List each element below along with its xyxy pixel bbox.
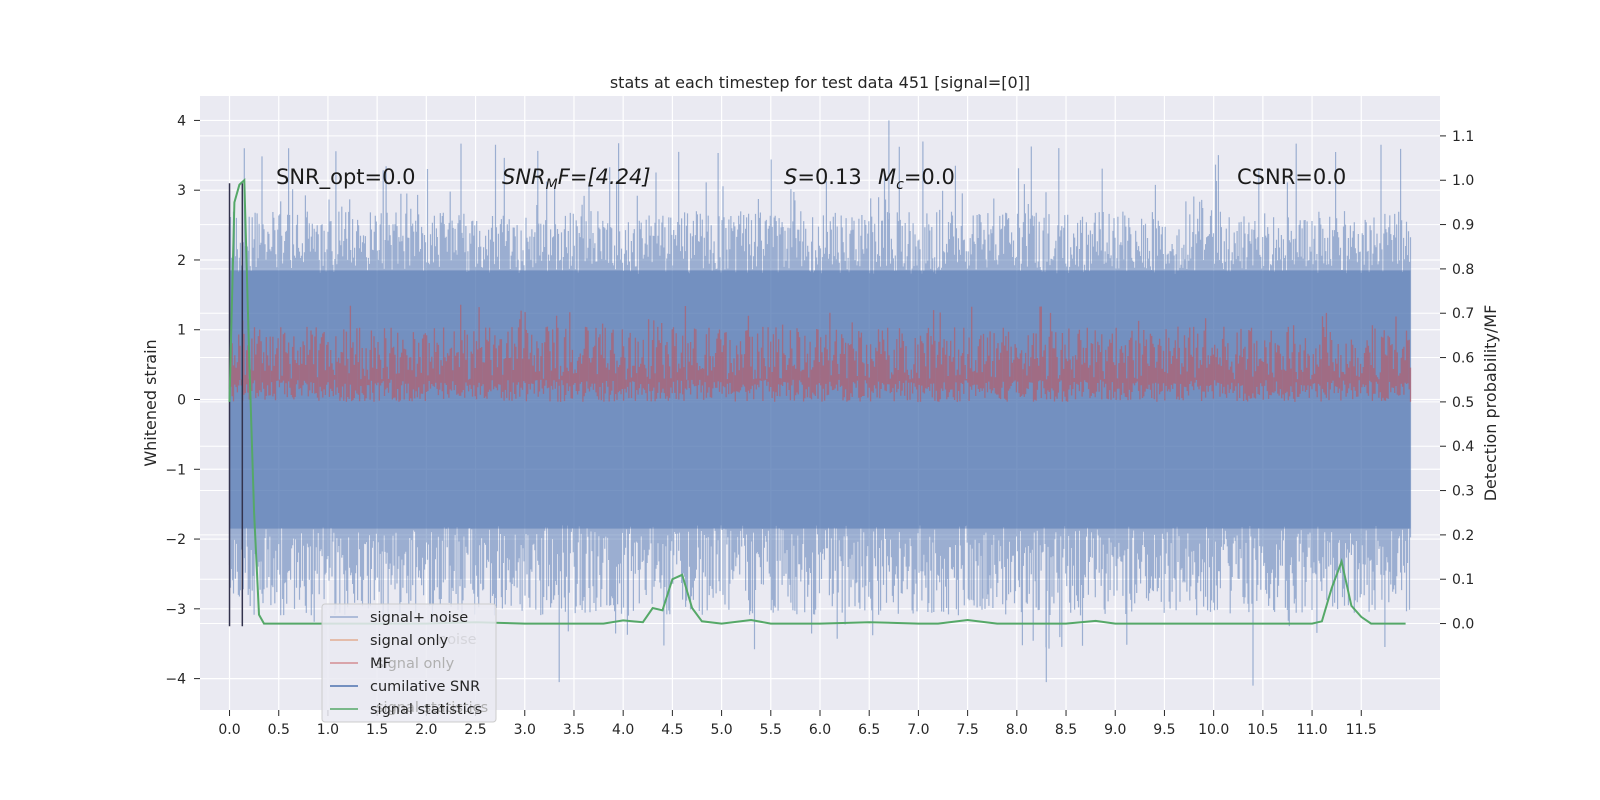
legend-box xyxy=(321,603,497,723)
x-tick-label: 0.5 xyxy=(268,722,290,738)
signal-statistics-series xyxy=(228,177,1406,625)
x-tick-label: 11.0 xyxy=(1296,722,1327,738)
y-left-tick-label: 3 xyxy=(177,183,186,199)
y-right-tick-label: 0.8 xyxy=(1452,262,1474,278)
y-right-tick-label: 0.0 xyxy=(1452,617,1474,633)
annotation-s: S=0.13 xyxy=(784,165,862,189)
y-right-tick-label: 0.3 xyxy=(1452,484,1474,500)
y-right-tick-label: 0.2 xyxy=(1452,528,1474,544)
y-right-tick-label: 1.0 xyxy=(1452,173,1474,189)
x-tick-label: 2.0 xyxy=(415,722,437,738)
x-tick-label: 8.0 xyxy=(1006,722,1028,738)
annotation-snr-opt: SNR_opt=0.0 xyxy=(276,165,416,190)
x-tick-label: 3.5 xyxy=(563,722,585,738)
y-right-tick-label: 0.7 xyxy=(1452,306,1474,322)
x-tick-label: 1.5 xyxy=(366,722,388,738)
signal-statistics-line xyxy=(228,177,1406,625)
annotation-mc: Mc=0.0 xyxy=(878,165,955,193)
x-tick-label: 6.0 xyxy=(809,722,831,738)
legend-label-signal-noise: signal+ noise xyxy=(370,610,468,626)
y-right-tick-label: 1.1 xyxy=(1452,129,1474,145)
annotation-snr-mf: SNRMF=[4.24] xyxy=(502,165,651,193)
legend-label-cumulative-snr: cumilative SNR xyxy=(370,679,480,695)
y-left-tick-label: 0 xyxy=(177,393,186,409)
x-tick-label: 7.5 xyxy=(956,722,978,738)
legend-ghost-signal-only: signal only xyxy=(376,656,455,672)
y-right-tick-label: 0.5 xyxy=(1452,395,1474,411)
y-right-tick-label: 0.4 xyxy=(1452,439,1474,455)
x-tick-label: 6.5 xyxy=(858,722,880,738)
y-left-label: Whitened strain xyxy=(141,339,160,466)
x-tick-label: 2.5 xyxy=(464,722,486,738)
y-right-axis-ticks: 0.0 0.1 0.2 0.3 0.4 0.5 0.6 0.7 0.8 0.9 1.0 1.1 xyxy=(1440,129,1474,633)
x-tick-label: 9.0 xyxy=(1104,722,1126,738)
x-tick-label: 10.5 xyxy=(1247,722,1278,738)
y-left-tick-label: −4 xyxy=(165,672,186,688)
signal-noise-series xyxy=(228,120,1412,686)
legend: noise signal only signal statistics sign… xyxy=(321,603,497,723)
y-left-tick-label: −3 xyxy=(165,602,186,618)
y-right-tick-label: 0.6 xyxy=(1452,351,1474,367)
y-left-axis-ticks: −4 −3 −2 −1 0 1 2 3 4 xyxy=(165,113,200,688)
x-tick-label: 8.5 xyxy=(1055,722,1077,738)
x-tick-label: 11.5 xyxy=(1346,722,1377,738)
y-right-tick-label: 0.1 xyxy=(1452,572,1474,588)
x-tick-label: 5.0 xyxy=(710,722,732,738)
y-right-label: Detection probability/MF xyxy=(1481,305,1500,502)
y-left-tick-label: 2 xyxy=(177,253,186,269)
x-tick-label: 4.5 xyxy=(661,722,683,738)
x-axis-ticks: 0.0 0.5 1.0 1.5 2.0 2.5 3.0 3.5 4.0 4.5 5.0 5.5 6.0 6… xyxy=(218,710,1377,738)
y-left-tick-label: −1 xyxy=(165,462,186,478)
legend-ghost-signal-statistics: signal statistics xyxy=(376,700,488,716)
x-tick-label: 9.5 xyxy=(1153,722,1175,738)
y-left-tick-label: 1 xyxy=(177,323,186,339)
x-tick-label: 5.5 xyxy=(760,722,782,738)
cumulative-snr-series xyxy=(228,183,244,627)
y-left-tick-label: −2 xyxy=(165,532,186,548)
y-left-tick-label: 4 xyxy=(177,113,186,129)
x-tick-label: 7.0 xyxy=(907,722,929,738)
legend-label-mf: MF xyxy=(370,656,391,672)
x-tick-label: 3.0 xyxy=(514,722,536,738)
y-right-tick-label: 0.9 xyxy=(1452,218,1474,234)
legend-label-signal-only: signal only xyxy=(370,633,449,649)
x-tick-label: 0.0 xyxy=(218,722,240,738)
chart-title: stats at each timestep for test data 451… xyxy=(610,73,1030,92)
x-tick-label: 4.0 xyxy=(612,722,634,738)
x-tick-label: 10.0 xyxy=(1198,722,1229,738)
annotation-csnr: CSNR=0.0 xyxy=(1237,165,1346,189)
legend-ghost-noise: noise xyxy=(438,632,477,648)
legend-label-signal-statistics: signal statistics xyxy=(370,702,482,718)
x-tick-label: 1.0 xyxy=(317,722,339,738)
